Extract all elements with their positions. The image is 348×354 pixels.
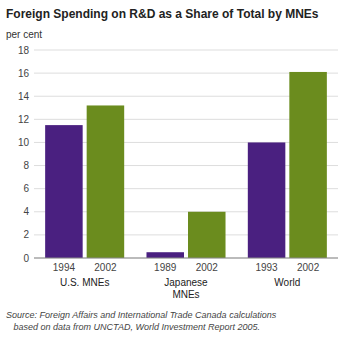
y-tick-label: 16 bbox=[18, 68, 30, 79]
x-tick-label: 2002 bbox=[196, 262, 219, 273]
source-line: based on data from UNCTAD, World Investm… bbox=[6, 322, 260, 332]
y-tick-label: 6 bbox=[23, 183, 29, 194]
bar bbox=[248, 142, 286, 258]
y-tick-label: 2 bbox=[23, 229, 29, 240]
y-tick-label: 0 bbox=[23, 253, 29, 264]
group-label-line: World bbox=[274, 277, 300, 288]
bars bbox=[45, 72, 327, 258]
x-axis-line bbox=[34, 258, 338, 259]
x-tick-label: 1989 bbox=[154, 262, 177, 273]
group-label: U.S. MNEs bbox=[60, 277, 109, 288]
y-tick-label: 18 bbox=[18, 45, 30, 56]
group-label: JapaneseMNEs bbox=[164, 277, 208, 300]
source-line: Source: Foreign Affairs and Internationa… bbox=[6, 310, 277, 320]
title: Foreign Spending on R&D as a Share of To… bbox=[6, 7, 319, 21]
x-tick-label: 2002 bbox=[297, 262, 320, 273]
y-tick-label: 10 bbox=[18, 137, 30, 148]
chart: Foreign Spending on R&D as a Share of To… bbox=[0, 0, 348, 354]
bar bbox=[87, 105, 125, 258]
y-tick-label: 8 bbox=[23, 160, 29, 171]
grid bbox=[34, 50, 338, 258]
grid-line bbox=[34, 258, 338, 259]
group-label: World bbox=[274, 277, 300, 288]
group-label-line: Japanese bbox=[164, 277, 208, 288]
bar bbox=[45, 125, 83, 258]
y-axis-label: per cent bbox=[6, 29, 42, 40]
x-tick-label: 2002 bbox=[94, 262, 117, 273]
x-tick-label: 1994 bbox=[53, 262, 76, 273]
y-tick-label: 12 bbox=[18, 114, 30, 125]
bar bbox=[146, 252, 184, 258]
source: Source: Foreign Affairs and Internationa… bbox=[6, 310, 277, 332]
bar bbox=[289, 72, 327, 258]
group-label-line: MNEs bbox=[172, 289, 199, 300]
group-label-line: U.S. MNEs bbox=[60, 277, 109, 288]
y-tick-label: 14 bbox=[18, 91, 30, 102]
x-tick-label: 1993 bbox=[255, 262, 278, 273]
y-tick-label: 4 bbox=[23, 206, 29, 217]
grid-line bbox=[34, 50, 338, 51]
bar bbox=[188, 212, 226, 258]
